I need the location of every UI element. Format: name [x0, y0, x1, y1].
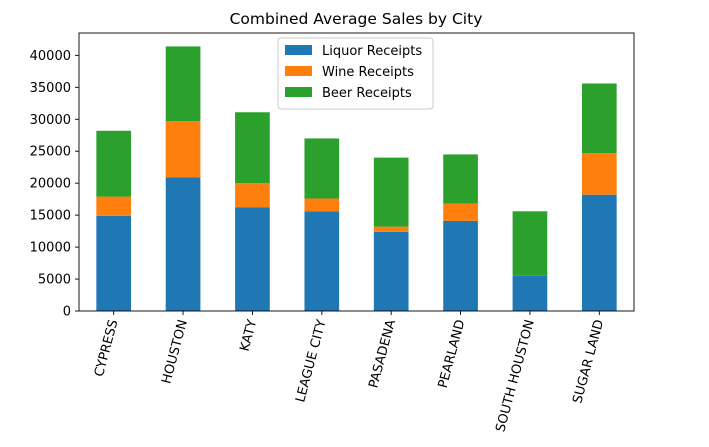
y-tick-label: 20000: [30, 177, 71, 192]
legend-label-wine-receipts: Wine Receipts: [322, 65, 414, 80]
x-ticks-group: CYPRESS HOUSTON KATY LEAGUE CITY PASADENA PEA…: [92, 311, 607, 434]
axes-group: [78, 32, 635, 312]
x-tick-label: SOUTH HOUSTON: [493, 318, 537, 433]
legend-swatch-wine-receipts: [285, 66, 312, 76]
bar-south-houston-beer-receipts: [512, 211, 548, 276]
y-tick-label: 35000: [30, 81, 71, 96]
bar-pearland-wine-receipts: [443, 203, 478, 221]
bar-houston-beer-receipts: [165, 46, 201, 122]
x-tick-label: KATY: [238, 318, 261, 353]
x-tick-label: CYPRESS: [92, 318, 122, 378]
legend-box: [277, 37, 434, 110]
x-tick-label: PASADENA: [366, 318, 399, 390]
y-tick-label: 25000: [30, 145, 71, 160]
bar-league-city-beer-receipts: [304, 138, 340, 199]
bar-pasadena-liquor-receipts: [373, 231, 409, 311]
bar-cypress-beer-receipts: [96, 130, 132, 197]
bar-katy-liquor-receipts: [235, 207, 270, 311]
bar-houston-wine-receipts: [165, 121, 201, 178]
bar-katy-wine-receipts: [235, 183, 270, 208]
bars-group: [96, 46, 617, 311]
x-tick-label: PEARLAND: [436, 318, 469, 390]
legend-label-liquor-receipts: Liquor Receipts: [322, 44, 422, 59]
bar-cypress-liquor-receipts: [96, 215, 132, 311]
bar-cypress-wine-receipts: [96, 196, 132, 216]
bar-pasadena-wine-receipts: [373, 226, 409, 232]
x-tick-label: SUGAR LAND: [570, 318, 607, 405]
y-ticks-group: 0 5000 10000 15000 20000 25000 30000 35000 40000: [30, 49, 79, 320]
y-tick-label: 30000: [30, 113, 71, 128]
bar-pearland-beer-receipts: [443, 154, 478, 204]
legend-swatch-liquor-receipts: [285, 45, 312, 55]
plot-frame: [78, 32, 635, 312]
bar-houston-liquor-receipts: [165, 177, 201, 311]
legend: Liquor Receipts Wine Receipts Beer Receipt…: [277, 37, 434, 110]
bar-league-city-liquor-receipts: [304, 211, 340, 311]
bar-south-houston-liquor-receipts: [512, 275, 548, 311]
x-tick-label: HOUSTON: [159, 318, 190, 385]
y-tick-label: 40000: [30, 49, 71, 64]
y-tick-label: 5000: [38, 273, 71, 288]
bar-sugar-land-beer-receipts: [581, 83, 617, 154]
legend-label-beer-receipts: Beer Receipts: [322, 86, 412, 101]
y-tick-label: 15000: [30, 209, 71, 224]
y-tick-label: 10000: [30, 241, 71, 256]
bar-league-city-wine-receipts: [304, 198, 340, 212]
legend-swatch-beer-receipts: [285, 87, 312, 97]
bar-katy-beer-receipts: [235, 112, 270, 184]
bar-sugar-land-wine-receipts: [581, 153, 617, 195]
bar-sugar-land-liquor-receipts: [581, 194, 617, 311]
bar-pasadena-beer-receipts: [373, 157, 409, 227]
bar-pearland-liquor-receipts: [443, 220, 478, 311]
x-tick-label: LEAGUE CITY: [293, 318, 329, 404]
chart-title: Combined Average Sales by City: [230, 10, 483, 28]
y-tick-label: 0: [63, 305, 71, 320]
